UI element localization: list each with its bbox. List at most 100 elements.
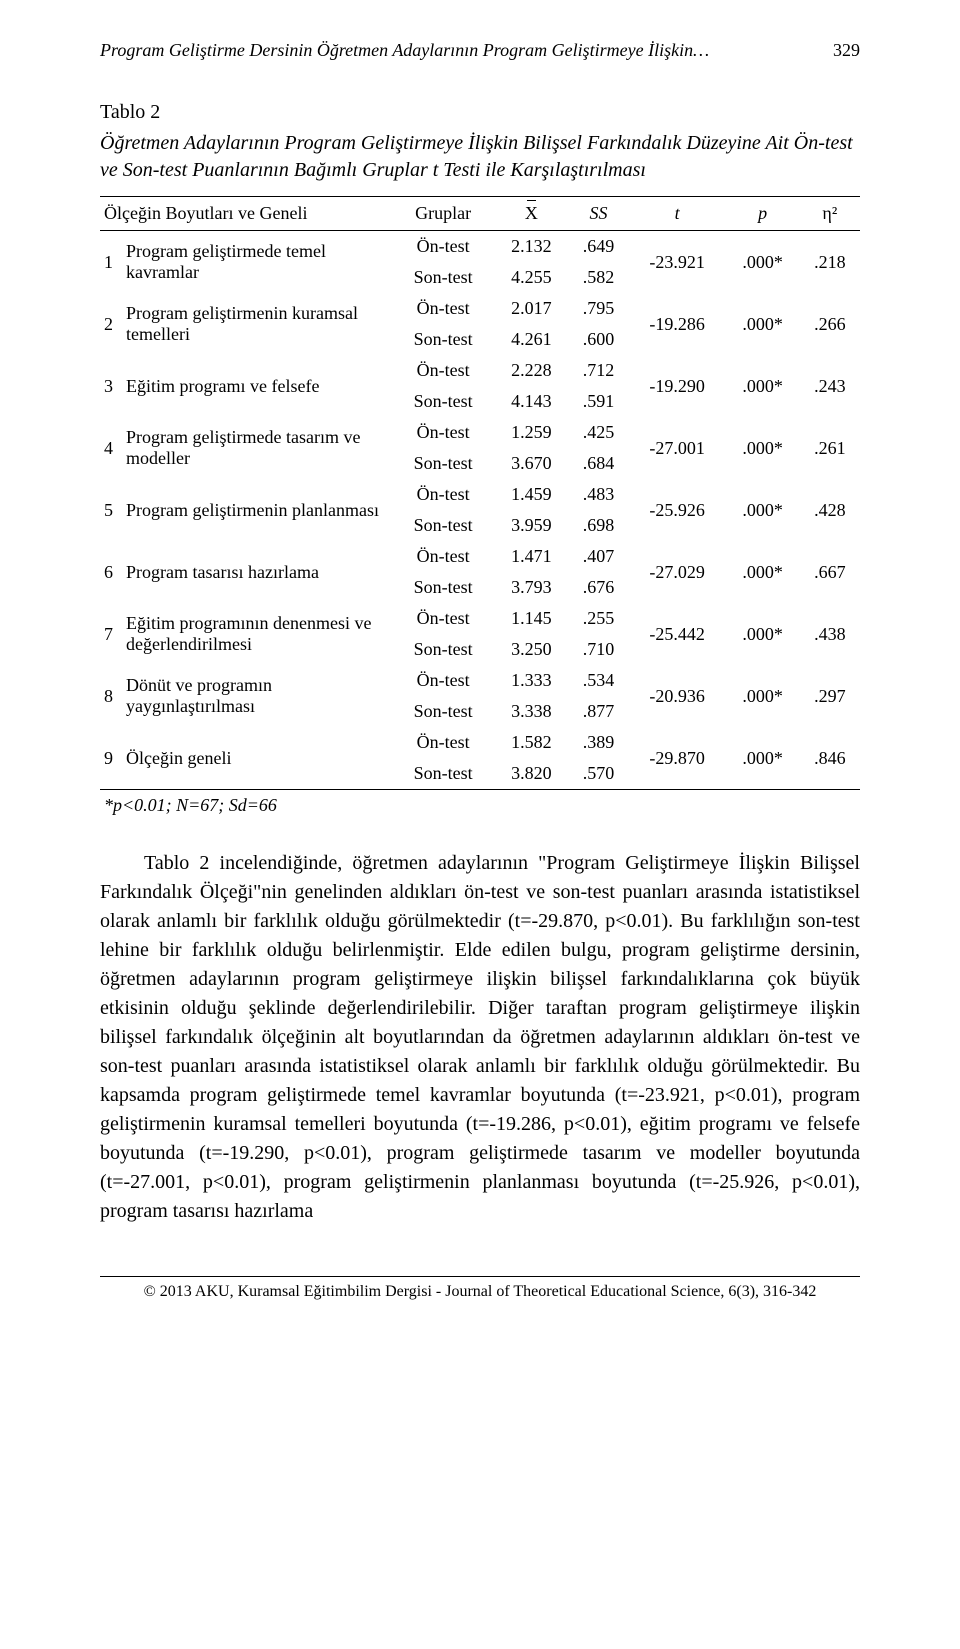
group-pre: Ön-test — [392, 417, 494, 448]
running-title: Program Geliştirme Dersinin Öğretmen Ada… — [100, 40, 709, 61]
row-label: Program geliştirmenin planlanması — [122, 479, 392, 541]
post-mean: 4.143 — [494, 386, 568, 417]
body-paragraph: Tablo 2 incelendiğinde, öğretmen adaylar… — [100, 849, 860, 1226]
group-pre: Ön-test — [392, 479, 494, 510]
col-ss: SS — [568, 197, 628, 231]
pre-mean: 2.017 — [494, 293, 568, 324]
col-groups: Gruplar — [392, 197, 494, 231]
post-ss: .710 — [568, 634, 628, 665]
group-pre: Ön-test — [392, 355, 494, 386]
row-label: Program geliştirmede temel kavramlar — [122, 231, 392, 294]
pre-ss: .407 — [568, 541, 628, 572]
group-post: Son-test — [392, 510, 494, 541]
post-ss: .676 — [568, 572, 628, 603]
group-pre: Ön-test — [392, 293, 494, 324]
post-mean: 3.820 — [494, 758, 568, 790]
p-value: .000* — [726, 479, 800, 541]
post-mean: 3.250 — [494, 634, 568, 665]
col-p: p — [726, 197, 800, 231]
group-post: Son-test — [392, 324, 494, 355]
p-value: .000* — [726, 727, 800, 790]
eta-value: .243 — [800, 355, 860, 417]
p-value: .000* — [726, 665, 800, 727]
t-value: -27.001 — [629, 417, 726, 479]
row-index: 8 — [100, 665, 122, 727]
table-number: Tablo 2 — [100, 101, 860, 124]
row-label: Program geliştirmenin kuramsal temelleri — [122, 293, 392, 355]
pre-mean: 2.132 — [494, 231, 568, 263]
post-mean: 3.670 — [494, 448, 568, 479]
row-index: 7 — [100, 603, 122, 665]
post-ss: .600 — [568, 324, 628, 355]
pre-ss: .389 — [568, 727, 628, 758]
eta-value: .218 — [800, 231, 860, 294]
eta-value: .667 — [800, 541, 860, 603]
post-ss: .684 — [568, 448, 628, 479]
t-value: -19.290 — [629, 355, 726, 417]
t-value: -25.442 — [629, 603, 726, 665]
group-pre: Ön-test — [392, 231, 494, 263]
row-label: Program geliştirmede tasarım ve modeller — [122, 417, 392, 479]
pre-ss: .483 — [568, 479, 628, 510]
post-mean: 4.255 — [494, 262, 568, 293]
eta-value: .438 — [800, 603, 860, 665]
group-post: Son-test — [392, 696, 494, 727]
t-value: -20.936 — [629, 665, 726, 727]
pre-mean: 1.333 — [494, 665, 568, 696]
group-post: Son-test — [392, 634, 494, 665]
post-mean: 3.338 — [494, 696, 568, 727]
group-pre: Ön-test — [392, 603, 494, 634]
col-t: t — [629, 197, 726, 231]
pre-mean: 1.471 — [494, 541, 568, 572]
t-value: -23.921 — [629, 231, 726, 294]
pre-ss: .425 — [568, 417, 628, 448]
t-value: -27.029 — [629, 541, 726, 603]
pre-mean: 2.228 — [494, 355, 568, 386]
page-number: 329 — [833, 40, 860, 61]
row-index: 6 — [100, 541, 122, 603]
group-pre: Ön-test — [392, 727, 494, 758]
p-value: .000* — [726, 293, 800, 355]
group-post: Son-test — [392, 572, 494, 603]
row-index: 9 — [100, 727, 122, 790]
row-label: Eğitim programı ve felsefe — [122, 355, 392, 417]
row-index: 3 — [100, 355, 122, 417]
group-post: Son-test — [392, 758, 494, 790]
eta-value: .266 — [800, 293, 860, 355]
group-pre: Ön-test — [392, 541, 494, 572]
post-ss: .698 — [568, 510, 628, 541]
col-scale: Ölçeğin Boyutları ve Geneli — [100, 197, 392, 231]
stats-table: Ölçeğin Boyutları ve Geneli Gruplar X SS… — [100, 196, 860, 821]
page-footer: © 2013 AKU, Kuramsal Eğitimbilim Dergisi… — [100, 1276, 860, 1301]
pre-ss: .649 — [568, 231, 628, 263]
pre-ss: .795 — [568, 293, 628, 324]
group-post: Son-test — [392, 448, 494, 479]
pre-mean: 1.582 — [494, 727, 568, 758]
eta-value: .261 — [800, 417, 860, 479]
pre-ss: .712 — [568, 355, 628, 386]
p-value: .000* — [726, 603, 800, 665]
pre-mean: 1.259 — [494, 417, 568, 448]
eta-value: .846 — [800, 727, 860, 790]
post-ss: .591 — [568, 386, 628, 417]
row-label: Eğitim programının denenmesi ve değerlen… — [122, 603, 392, 665]
post-ss: .582 — [568, 262, 628, 293]
eta-value: .428 — [800, 479, 860, 541]
pre-ss: .255 — [568, 603, 628, 634]
table-footnote: *p<0.01; N=67; Sd=66 — [100, 790, 860, 822]
group-post: Son-test — [392, 386, 494, 417]
p-value: .000* — [726, 355, 800, 417]
running-header: Program Geliştirme Dersinin Öğretmen Ada… — [100, 40, 860, 61]
row-index: 5 — [100, 479, 122, 541]
row-index: 2 — [100, 293, 122, 355]
group-post: Son-test — [392, 262, 494, 293]
p-value: .000* — [726, 231, 800, 294]
post-ss: .570 — [568, 758, 628, 790]
row-label: Dönüt ve programın yaygınlaştırılması — [122, 665, 392, 727]
pre-ss: .534 — [568, 665, 628, 696]
t-value: -25.926 — [629, 479, 726, 541]
post-mean: 3.959 — [494, 510, 568, 541]
p-value: .000* — [726, 541, 800, 603]
row-index: 1 — [100, 231, 122, 294]
table-caption: Öğretmen Adaylarının Program Geliştirmey… — [100, 130, 860, 184]
